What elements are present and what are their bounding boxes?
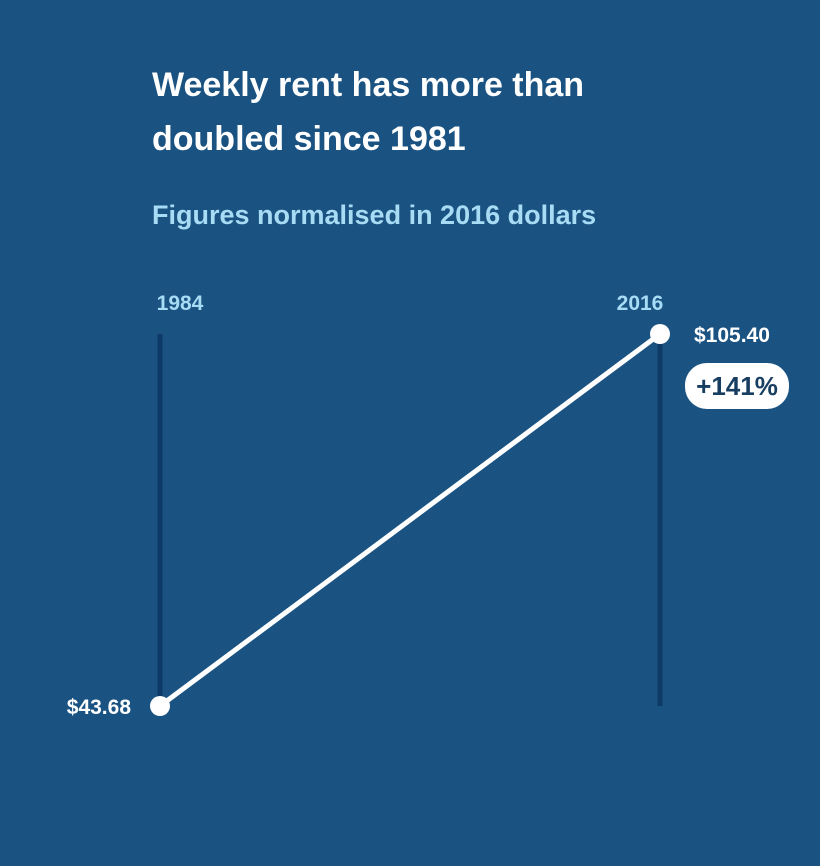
- series-line: [157, 331, 663, 709]
- change-badge: [685, 363, 789, 409]
- data-point-1984: [150, 696, 170, 716]
- chart-subtitle: Figures normalised in 2016 dollars: [152, 200, 597, 230]
- data-label-2016: $105.40: [694, 324, 770, 347]
- change-badge-label: +141%: [696, 371, 778, 401]
- x-label-1984: 1984: [157, 292, 204, 315]
- chart-title: Weekly rent has more than doubled since …: [152, 66, 585, 158]
- data-point-2016: [650, 324, 670, 344]
- data-label-1984: $43.68: [67, 696, 132, 719]
- x-label-2016: 2016: [617, 292, 664, 315]
